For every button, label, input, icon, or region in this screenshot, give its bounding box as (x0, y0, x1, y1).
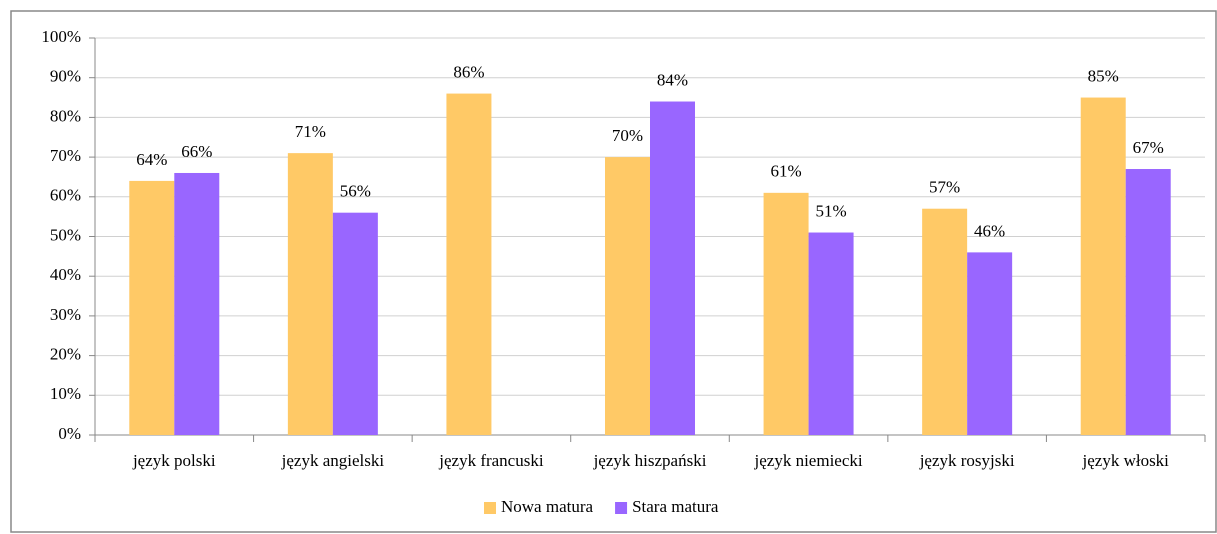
bar (922, 208, 968, 435)
bar (605, 157, 650, 435)
data-label: 51% (815, 201, 846, 220)
x-tick-label: język polski (132, 451, 216, 470)
x-tick-label: język francuski (438, 451, 544, 470)
data-label: 57% (929, 178, 960, 197)
data-label: 61% (770, 162, 801, 181)
data-label: 84% (657, 70, 688, 89)
x-tick-label: język angielski (281, 451, 385, 470)
bar (287, 153, 333, 435)
bar (967, 252, 1013, 435)
data-label: 85% (1088, 66, 1119, 85)
bar (763, 192, 809, 435)
y-tick-label: 10% (50, 384, 81, 403)
x-tick-label: język hiszpański (593, 451, 707, 470)
data-label: 67% (1133, 138, 1164, 157)
bar (1125, 169, 1171, 435)
y-tick-label: 70% (50, 146, 81, 165)
bar (332, 212, 378, 435)
x-tick-label: język niemiecki (754, 451, 863, 470)
data-label: 71% (295, 122, 326, 141)
x-tick-label: język włoski (1082, 451, 1170, 470)
y-tick-label: 20% (50, 345, 81, 364)
y-tick-label: 50% (50, 225, 81, 244)
data-label: 46% (974, 221, 1005, 240)
y-tick-label: 30% (50, 305, 81, 324)
data-label: 86% (453, 62, 484, 81)
legend-swatch (615, 502, 628, 514)
bar (129, 180, 175, 435)
bar (808, 232, 854, 435)
bar (174, 172, 220, 436)
bar (446, 93, 492, 435)
data-label: 56% (340, 182, 371, 201)
legend-label: Stara matura (632, 497, 719, 516)
bar (1080, 97, 1126, 436)
y-tick-label: 90% (50, 67, 81, 86)
data-label: 66% (181, 142, 212, 161)
bar (650, 101, 695, 436)
y-tick-label: 80% (50, 106, 81, 125)
legend-label: Nowa matura (501, 497, 594, 516)
y-tick-label: 40% (50, 265, 81, 284)
y-tick-label: 0% (58, 424, 81, 443)
x-tick-label: język rosyjski (919, 451, 1015, 470)
y-tick-label: 100% (41, 27, 81, 46)
legend-swatch (484, 502, 496, 514)
data-label: 64% (136, 150, 167, 169)
data-label: 70% (612, 126, 643, 145)
y-tick-label: 60% (50, 186, 81, 205)
